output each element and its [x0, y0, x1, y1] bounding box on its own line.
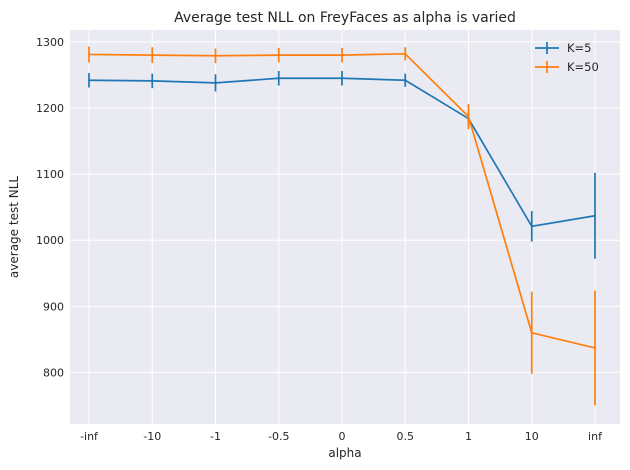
x-tick-label: -0.5	[268, 430, 289, 443]
x-tick-label: 0	[339, 430, 346, 443]
x-tick-label: 10	[525, 430, 539, 443]
x-tick-label: -10	[143, 430, 161, 443]
x-axis-label: alpha	[328, 446, 361, 460]
series-1	[88, 46, 596, 406]
chart-title: Average test NLL on FreyFaces as alpha i…	[174, 10, 516, 26]
x-tick-label: 0.5	[397, 430, 415, 443]
data-point	[277, 54, 280, 57]
legend: K=5 K=50	[535, 41, 599, 74]
data-point	[404, 52, 407, 55]
data-point	[151, 54, 154, 57]
x-tick-label: -inf	[80, 430, 99, 443]
data-point	[594, 347, 596, 349]
data-point	[467, 115, 470, 118]
data-point	[341, 54, 343, 57]
x-tick-label: inf	[588, 430, 603, 443]
y-tick-label: 1000	[36, 234, 64, 247]
x-tick-label: 1	[465, 430, 472, 443]
legend-label: K=50	[567, 60, 599, 74]
data-point	[341, 77, 343, 80]
plot-area	[70, 30, 620, 424]
data-point	[530, 225, 533, 228]
series-layer	[88, 46, 596, 406]
data-point	[277, 77, 280, 80]
x-tick-label: -1	[210, 430, 221, 443]
y-tick-label: 1300	[36, 36, 64, 49]
y-tick-label: 1200	[36, 102, 64, 115]
grid	[70, 30, 620, 424]
y-tick-labels: 800 900 1000 1100 1200 1300	[36, 36, 64, 380]
y-tick-label: 900	[43, 300, 64, 313]
data-point	[88, 53, 90, 56]
x-tick-labels: -inf -10 -1 -0.5 0 0.5 1 10 inf	[80, 430, 603, 443]
data-point	[594, 214, 596, 217]
y-axis-label: average test NLL	[7, 176, 21, 278]
series-0	[88, 70, 596, 259]
data-point	[151, 80, 154, 82]
data-point	[530, 331, 533, 334]
y-tick-label: 800	[43, 366, 64, 379]
y-tick-label: 1100	[36, 168, 64, 181]
legend-label: K=5	[567, 41, 592, 55]
data-point	[214, 54, 217, 57]
data-point	[214, 81, 217, 84]
data-point	[88, 79, 90, 82]
data-point	[404, 79, 407, 82]
